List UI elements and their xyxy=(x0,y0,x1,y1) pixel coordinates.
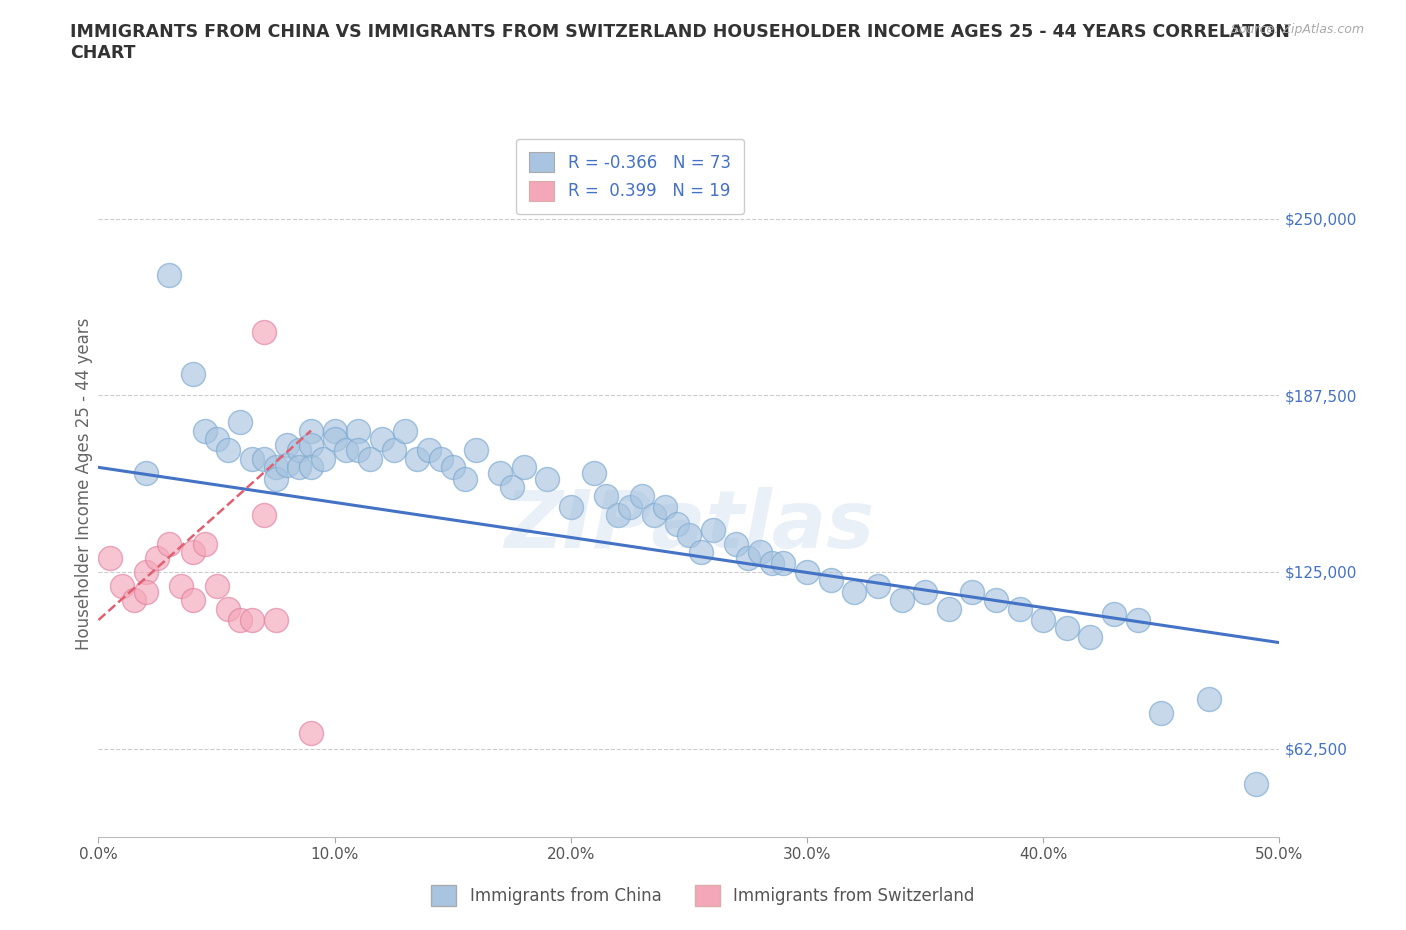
Point xyxy=(205,432,228,446)
Point xyxy=(1126,613,1149,628)
Point xyxy=(264,460,287,475)
Point xyxy=(583,466,606,481)
Point xyxy=(181,545,204,560)
Point xyxy=(122,592,145,607)
Text: ZIP​atlas: ZIP​atlas xyxy=(503,487,875,565)
Point xyxy=(170,578,193,593)
Legend: Immigrants from China, Immigrants from Switzerland: Immigrants from China, Immigrants from S… xyxy=(425,879,981,912)
Point xyxy=(253,325,276,339)
Point xyxy=(288,443,311,458)
Point xyxy=(157,537,180,551)
Point xyxy=(737,551,759,565)
Point xyxy=(194,537,217,551)
Point xyxy=(630,488,652,503)
Point xyxy=(418,443,440,458)
Point xyxy=(323,432,346,446)
Point xyxy=(276,437,298,452)
Point xyxy=(619,499,641,514)
Point xyxy=(1080,630,1102,644)
Legend: R = -0.366   N = 73, R =  0.399   N = 19: R = -0.366 N = 73, R = 0.399 N = 19 xyxy=(516,139,744,214)
Point xyxy=(501,480,523,495)
Point xyxy=(748,545,770,560)
Point xyxy=(844,584,866,599)
Point xyxy=(253,508,276,523)
Point xyxy=(1244,777,1267,791)
Point xyxy=(772,556,794,571)
Point xyxy=(890,592,912,607)
Point xyxy=(654,499,676,514)
Point xyxy=(335,443,357,458)
Point xyxy=(512,460,534,475)
Point xyxy=(288,460,311,475)
Point xyxy=(689,545,711,560)
Point xyxy=(866,578,889,593)
Point xyxy=(264,472,287,486)
Point xyxy=(217,443,239,458)
Point xyxy=(240,613,263,628)
Point xyxy=(536,472,558,486)
Point xyxy=(181,366,204,381)
Point xyxy=(702,522,724,537)
Point xyxy=(347,423,370,438)
Point xyxy=(489,466,512,481)
Point xyxy=(796,565,818,579)
Point xyxy=(441,460,464,475)
Point xyxy=(607,508,630,523)
Point xyxy=(135,584,157,599)
Y-axis label: Householder Income Ages 25 - 44 years: Householder Income Ages 25 - 44 years xyxy=(75,317,93,650)
Point xyxy=(157,268,180,283)
Point xyxy=(299,423,322,438)
Point xyxy=(371,432,394,446)
Point xyxy=(111,578,134,593)
Point xyxy=(1008,602,1031,617)
Point xyxy=(984,592,1007,607)
Point xyxy=(465,443,488,458)
Point xyxy=(820,573,842,588)
Point xyxy=(430,451,453,466)
Point xyxy=(595,488,617,503)
Point xyxy=(1056,621,1078,636)
Point xyxy=(299,437,322,452)
Point xyxy=(217,602,239,617)
Point xyxy=(323,423,346,438)
Point xyxy=(264,613,287,628)
Point xyxy=(1198,692,1220,707)
Point xyxy=(135,565,157,579)
Point xyxy=(1102,607,1125,622)
Point xyxy=(194,423,217,438)
Point xyxy=(205,578,228,593)
Point xyxy=(453,472,475,486)
Point xyxy=(666,516,689,531)
Point xyxy=(394,423,416,438)
Point xyxy=(135,466,157,481)
Point xyxy=(229,613,252,628)
Point xyxy=(347,443,370,458)
Point xyxy=(240,451,263,466)
Point xyxy=(725,537,748,551)
Point xyxy=(643,508,665,523)
Point xyxy=(1032,613,1054,628)
Point xyxy=(299,460,322,475)
Point xyxy=(962,584,984,599)
Point xyxy=(276,457,298,472)
Point xyxy=(1150,706,1173,721)
Point xyxy=(359,451,381,466)
Text: IMMIGRANTS FROM CHINA VS IMMIGRANTS FROM SWITZERLAND HOUSEHOLDER INCOME AGES 25 : IMMIGRANTS FROM CHINA VS IMMIGRANTS FROM… xyxy=(70,23,1291,62)
Point xyxy=(146,551,169,565)
Point xyxy=(98,551,121,565)
Point xyxy=(253,451,276,466)
Point xyxy=(914,584,936,599)
Point xyxy=(229,415,252,430)
Point xyxy=(560,499,582,514)
Text: Source: ZipAtlas.com: Source: ZipAtlas.com xyxy=(1230,23,1364,36)
Point xyxy=(678,527,700,542)
Point xyxy=(312,451,335,466)
Point xyxy=(382,443,405,458)
Point xyxy=(181,592,204,607)
Point xyxy=(938,602,960,617)
Point xyxy=(406,451,429,466)
Point xyxy=(761,556,783,571)
Point xyxy=(299,725,322,740)
